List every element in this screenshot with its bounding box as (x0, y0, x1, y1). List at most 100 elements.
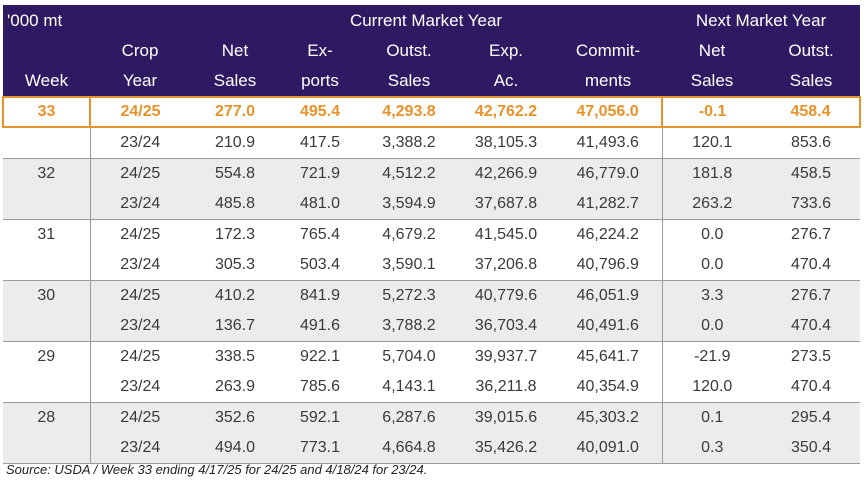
table-cell: 470.4 (762, 311, 861, 342)
header-row-3: Week Year Sales ports Sales Ac. ments Sa… (3, 66, 861, 97)
table-cell: 40,491.6 (554, 311, 663, 342)
table-cell: 3,594.9 (360, 189, 458, 220)
table-cell: 0.0 (662, 311, 763, 342)
table-cell: 273.5 (762, 341, 861, 372)
table-row: 28 24/25 352.6 592.1 6,287.6 39,015.6 45,303.2… (3, 402, 861, 433)
table-cell: 295.4 (762, 402, 861, 433)
table-cell: 39,937.7 (458, 341, 554, 372)
table-cell: 39,015.6 (458, 402, 554, 433)
table-cell: 40,091.0 (554, 433, 663, 464)
table-cell: 503.4 (299, 256, 341, 273)
table-cell: 481.0 (280, 189, 360, 220)
table-cell: 45,641.7 (554, 341, 663, 372)
table-cell: 773.1 (280, 433, 360, 464)
table-cell: 23/24 (90, 189, 190, 220)
table-cell: -0.1 (662, 96, 763, 128)
header-cell: Sales (360, 66, 458, 97)
table-cell: 5,704.0 (360, 341, 458, 372)
table-cell: 765.4 (280, 219, 360, 250)
header-cell: Outst. (762, 36, 861, 66)
table-cell: 276.7 (762, 219, 861, 250)
table-cell: 3.3 (662, 280, 763, 311)
table-cell (3, 311, 91, 342)
table-cell (3, 189, 91, 220)
table-cell: 4,293.8 (360, 96, 458, 128)
current-market-year-header: Current Market Year (190, 5, 663, 36)
table-cell: 46,224.2 (554, 219, 663, 250)
table-cell: 5,272.3 (360, 280, 458, 311)
table-cell: 6,287.6 (360, 402, 458, 433)
table-cell: 785.6 (299, 378, 341, 395)
table-cell: 23/24 (120, 256, 161, 273)
table-cell: 36,703.4 (458, 311, 554, 342)
table-cell: 263.9 (214, 378, 256, 395)
table-row: 23/24 263.9 785.6 4,143.1 36,211.8 40,354.9 12… (3, 372, 860, 403)
table-cell: 24/25 (90, 341, 190, 372)
table-row-highlighted: 33 24/25 277.0 495.4 4,293.8 42,762.2 47,056.0… (2, 96, 862, 128)
table-row: 23/24 485.8 481.0 3,594.9 37,687.8 41,282.7 26… (3, 189, 861, 220)
table-row: 23/24 210.9 417.5 3,388.2 38,105.3 41,493.6 12… (3, 127, 860, 159)
table-cell (3, 433, 91, 464)
table-cell: 3,388.2 (382, 134, 436, 151)
table-cell: 0.0 (662, 219, 763, 250)
table-cell: 4,143.1 (382, 378, 436, 395)
table-cell (3, 127, 91, 159)
table-cell: 46,051.9 (554, 280, 663, 311)
table-row: 29 24/25 338.5 922.1 5,704.0 39,937.7 45,641.7… (3, 341, 861, 372)
table-cell: 0.1 (662, 402, 763, 433)
table-cell (3, 250, 91, 281)
table-cell: 554.8 (190, 158, 280, 189)
header-cell: Net (190, 36, 280, 66)
table-cell: 922.1 (280, 341, 360, 372)
header-cell: Week (3, 66, 90, 97)
table-row: 23/24 494.0 773.1 4,664.8 35,426.2 40,091.0 0.… (3, 433, 861, 464)
table-row: 32 24/25 554.8 721.9 4,512.2 42,266.9 46,779.0… (3, 158, 861, 189)
table-cell: 38,105.3 (474, 134, 538, 151)
table-cell: 45,303.2 (554, 402, 663, 433)
table-cell: -21.9 (662, 341, 763, 372)
header-cell: Sales (762, 66, 861, 97)
table-cell: 458.4 (762, 96, 862, 128)
table-cell: 210.9 (214, 134, 256, 151)
table-cell: 28 (3, 402, 91, 433)
table-cell: 42,266.9 (458, 158, 554, 189)
table-cell: 491.6 (280, 311, 360, 342)
header-cell: Net (662, 36, 763, 66)
table-cell: 181.8 (662, 158, 763, 189)
table-cell: 592.1 (280, 402, 360, 433)
table-cell: 352.6 (190, 402, 280, 433)
table-row: 23/24 305.3 503.4 3,590.1 37,206.8 40,796.9 0.… (3, 250, 860, 281)
table-cell: 37,687.8 (458, 189, 554, 220)
header-cell: Ac. (458, 66, 554, 97)
table-row: 23/24 136.7 491.6 3,788.2 36,703.4 40,491.6 0.… (3, 311, 861, 342)
table-cell: 841.9 (280, 280, 360, 311)
table-cell: 23/24 (90, 433, 190, 464)
header-cell: Sales (662, 66, 763, 97)
table-cell: 470.4 (791, 378, 832, 395)
table-cell: 35,426.2 (458, 433, 554, 464)
table-cell: 37,206.8 (474, 256, 538, 273)
table-cell: 0.0 (701, 256, 724, 273)
table-cell: 136.7 (190, 311, 280, 342)
table-cell: 4,679.2 (360, 219, 458, 250)
source-note: Source: USDA / Week 33 ending 4/17/25 fo… (6, 462, 428, 477)
table-cell: 42,762.2 (458, 96, 554, 128)
table-cell: 36,211.8 (475, 378, 537, 395)
table-cell: 32 (3, 158, 91, 189)
table-cell: 33 (2, 96, 91, 128)
table-cell: 40,796.9 (554, 250, 663, 281)
table-cell: 120.0 (692, 378, 733, 395)
header-cell: ports (280, 66, 360, 97)
table-cell: 40,779.6 (458, 280, 554, 311)
table-cell: 172.3 (190, 219, 280, 250)
table-cell: 276.7 (762, 280, 861, 311)
table-cell: 47,056.0 (554, 96, 664, 128)
table-cell: 41,493.6 (554, 127, 663, 159)
export-sales-table-container: '000 mt Current Market Year Next Market … (2, 5, 862, 464)
table-cell: 41,545.0 (458, 219, 554, 250)
table-cell: 24/25 (90, 219, 190, 250)
unit-label: '000 mt (3, 5, 190, 36)
table-cell: 417.5 (299, 134, 341, 151)
table-cell: 4,664.8 (360, 433, 458, 464)
table-cell: 41,282.7 (554, 189, 663, 220)
